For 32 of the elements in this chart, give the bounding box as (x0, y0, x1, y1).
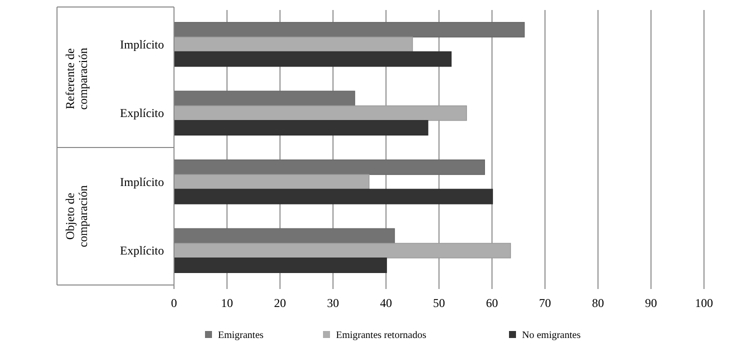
x-tick-label: 60 (486, 296, 498, 310)
bar (174, 242, 511, 258)
y-tick-label: Explícito (120, 244, 164, 258)
x-tick-label: 0 (171, 296, 177, 310)
bar (174, 90, 356, 106)
x-tick-label: 90 (645, 296, 657, 310)
bar (174, 120, 428, 136)
text: Referente de comparación (63, 48, 90, 110)
bar (174, 105, 467, 121)
y-tick-label: Explícito (120, 106, 164, 120)
x-tick-label: 70 (539, 296, 551, 310)
legend-label: No emigrantes (522, 330, 581, 341)
bar (174, 228, 395, 244)
bar (174, 51, 452, 67)
bar (174, 258, 387, 274)
x-tick-label: 40 (380, 296, 392, 310)
text: Objeto de comparación (63, 185, 90, 248)
bar (174, 22, 525, 38)
legend-label: Emigrantes (218, 330, 264, 341)
x-tick-label: 20 (274, 296, 286, 310)
bar (174, 36, 413, 52)
bar (174, 174, 370, 190)
x-tick-label: 30 (327, 296, 339, 310)
y-tick-label: Implícito (120, 37, 164, 52)
x-tick-label: 10 (221, 296, 233, 310)
x-tick-label: 50 (433, 296, 445, 310)
x-tick-label: 80 (592, 296, 604, 310)
legend-label: Emigrantes retornados (336, 330, 426, 341)
y-tick-label: Implícito (120, 174, 164, 189)
x-tick-label: 100 (695, 296, 713, 310)
bar (174, 188, 493, 204)
bar (174, 159, 485, 175)
